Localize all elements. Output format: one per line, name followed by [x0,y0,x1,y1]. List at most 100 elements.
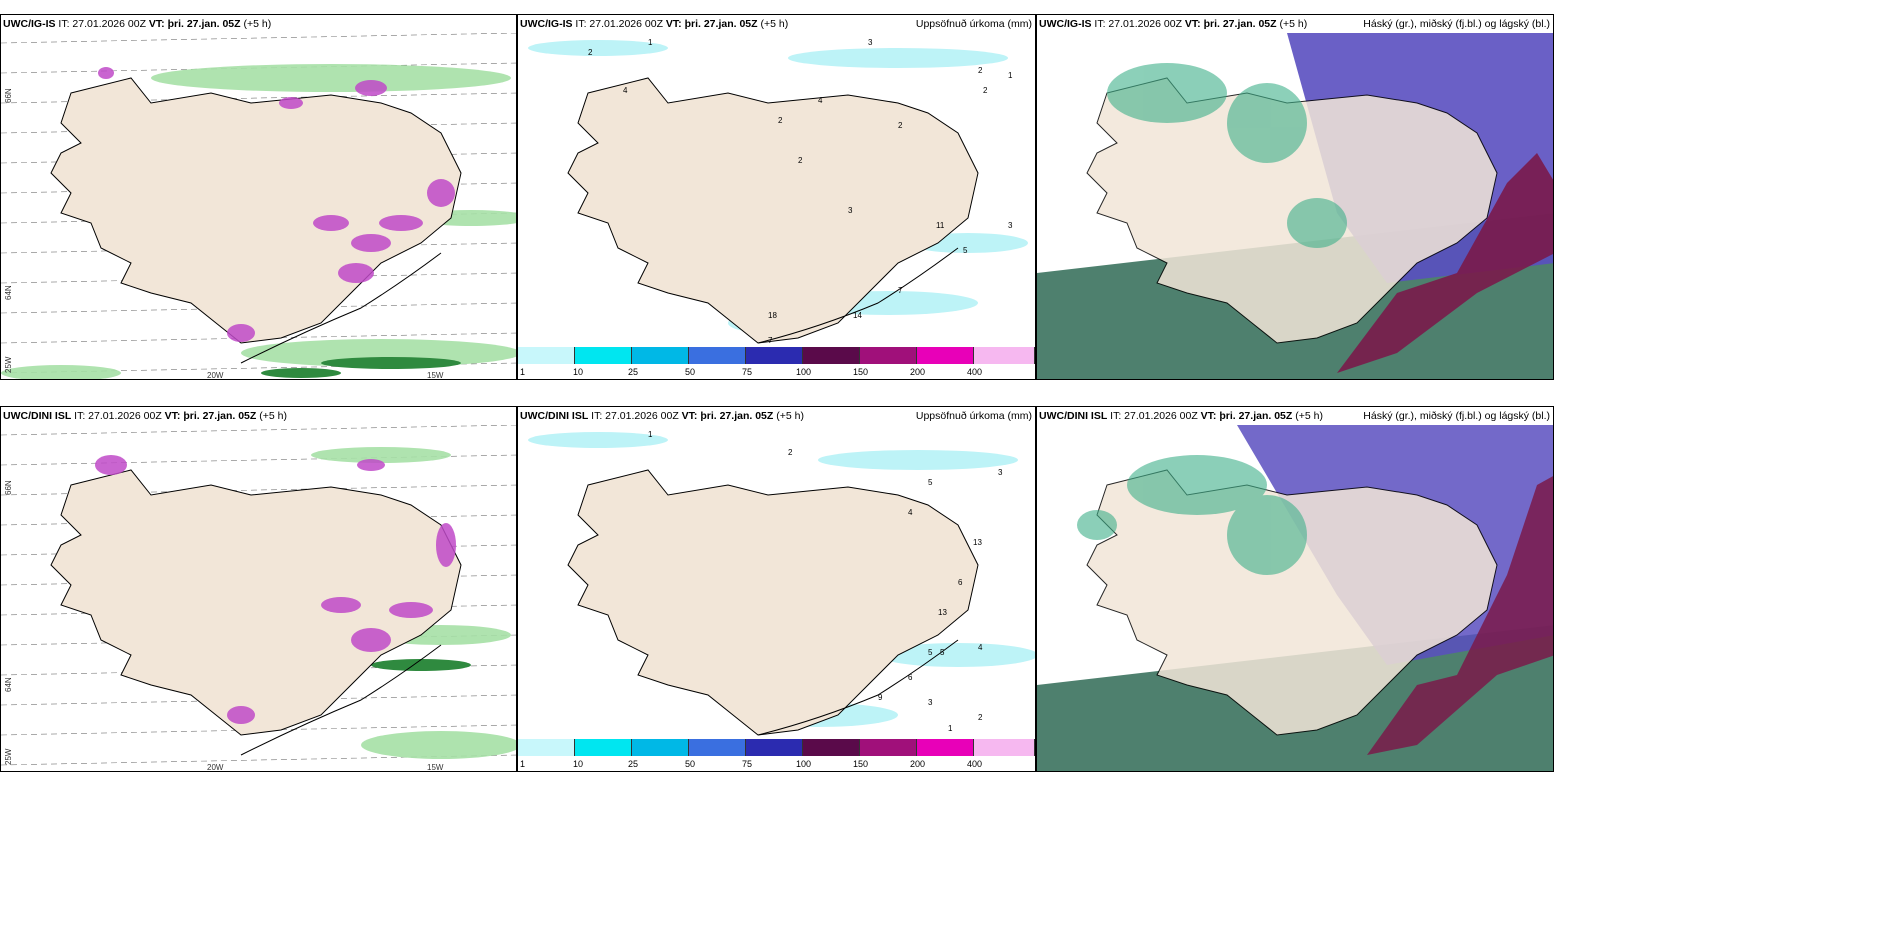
precip-label: 3 [928,698,933,707]
valid-time-label: VT: [1184,18,1201,30]
precip-label: 13 [938,608,947,617]
precip-label: 3 [1008,221,1013,230]
lead-time: (+5 h) [243,18,272,30]
precip-label: 4 [908,508,913,517]
lon-label: 20W [207,371,224,380]
colorbar-tick: 50 [685,367,696,377]
cloud-map [1037,425,1553,771]
precip-label: 6 [908,673,913,682]
iceland-land [567,77,979,344]
valid-time: þri. 27.jan. 05Z [183,410,257,422]
valid-time-label: VT: [681,410,698,422]
model-name: UWC/DINI ISL [1039,410,1108,422]
colorbar-tick: 100 [796,367,812,377]
valid-time: þri. 27.jan. 05Z [684,18,758,30]
valid-time: þri. 27.jan. 05Z [1203,18,1277,30]
colorbar-tick: 75 [742,367,753,377]
colorbar-tick: 10 [573,759,584,769]
precip-label: 5 [928,478,933,487]
precip-label: 9 [878,693,883,702]
init-time: IT: 27.01.2026 00Z [74,410,162,422]
precip-label: 4 [978,643,983,652]
precip-label: 3 [868,38,873,47]
precip-label: 2 [798,156,803,165]
colorbar-tick: 200 [910,759,926,769]
valid-time-label: VT: [665,18,682,30]
colorbar-cell [746,347,803,364]
model-name: UWC/IG-IS [3,18,56,30]
colorbar-cell [803,739,860,756]
precip-label: 5 [963,246,968,255]
panel-header: UWC/DINI ISL IT: 27.01.2026 00Z VT: þri.… [518,407,1035,425]
precip-label: 4 [818,96,823,105]
cloud-map [1037,33,1553,379]
precip-label: 14 [853,311,862,320]
init-time: IT: 27.01.2026 00Z [1110,410,1198,422]
colorbar-cell [974,739,1035,756]
precip-label: 7 [898,286,903,295]
colorbar-cell [575,347,632,364]
colorbar-tick: 50 [685,759,696,769]
valid-time-label: VT: [164,410,181,422]
map-panel-cloud-igis: UWC/IG-IS IT: 27.01.2026 00Z VT: þri. 27… [1036,14,1554,380]
model-name: UWC/DINI ISL [520,410,589,422]
colorbar-cell [803,347,860,364]
colorbar-cell [632,347,689,364]
valid-time-label: VT: [148,18,165,30]
colorbar-cell [746,739,803,756]
map-panel-precip-dini: UWC/DINI ISL IT: 27.01.2026 00Z VT: þri.… [517,406,1036,772]
panel-header: UWC/IG-IS IT: 27.01.2026 00Z VT: þri. 27… [1037,15,1553,33]
colorbar-tick: 400 [967,367,983,377]
colorbar-tick: 150 [853,367,869,377]
lat-label: 25W [4,356,13,373]
colorbar-cell [575,739,632,756]
precip-label: 7 [768,336,773,345]
model-name: UWC/IG-IS [1039,18,1092,30]
precip-label: 2 [983,86,988,95]
lead-time: (+5 h) [776,410,804,422]
precip-map: 1 2 3 4 2 2 2 2 2 1 3 4 11 7 5 3 14 7 18 [528,38,1028,345]
colorbar-cell [974,347,1035,364]
precip-label: 5 [940,648,945,657]
precip-label: 13 [973,538,982,547]
lon-label: 15W [427,371,444,380]
precip-label: 2 [978,66,983,75]
valid-time: þri. 27.jan. 05Z [700,410,774,422]
colorbar-cell [518,347,575,364]
iceland-land [567,469,979,736]
map-panel-precip-igis: UWC/IG-IS IT: 27.01.2026 00Z VT: þri. 27… [517,14,1036,380]
colorbar-cell [518,739,575,756]
precip-label: 4 [623,86,628,95]
precip-map: 1 2 3 4 5 13 13 6 5 5 4 9 6 3 2 1 [528,430,1035,736]
field-title: Uppsöfnuð úrkoma (mm) [915,18,1032,30]
colorbar-tick: 150 [853,759,869,769]
precip-colorbar: 1 10 25 50 75 100 150 200 400 [518,345,1035,379]
lon-label: 15W [427,763,444,772]
valid-time: þri. 27.jan. 05Z [167,18,241,30]
colorbar-tick: 10 [573,367,584,377]
lat-label: 66N [4,88,13,103]
precip-label: 18 [768,311,777,320]
colorbar-cell [917,739,974,756]
wind-map [1,425,516,771]
valid-time: þri. 27.jan. 05Z [1219,410,1293,422]
colorbar-tick: 75 [742,759,753,769]
field-title: Háský (gr.), miðský (fj.bl.) og lágský (… [1363,410,1550,422]
iceland-land [1086,469,1498,736]
iceland-land [50,469,462,736]
map-panel-wind-igis: UWC/IG-IS IT: 27.01.2026 00Z VT: þri. 27… [0,14,517,380]
lead-time: (+5 h) [1295,410,1323,422]
precip-label: 3 [998,468,1003,477]
panel-header: UWC/DINI ISL IT: 27.01.2026 00Z VT: þri.… [1037,407,1553,425]
init-time: IT: 27.01.2026 00Z [58,18,146,30]
colorbar-cell [860,347,917,364]
precip-label: 1 [948,724,953,733]
init-time: IT: 27.01.2026 00Z [575,18,663,30]
panel-header: UWC/DINI ISL IT: 27.01.2026 00Z VT: þri.… [1,407,516,425]
precip-label: 6 [958,578,963,587]
colorbar-tick: 1 [520,759,526,769]
precip-label: 1 [648,430,653,439]
init-time: IT: 27.01.2026 00Z [1094,18,1182,30]
precip-label: 2 [978,713,983,722]
precip-label: 2 [778,116,783,125]
